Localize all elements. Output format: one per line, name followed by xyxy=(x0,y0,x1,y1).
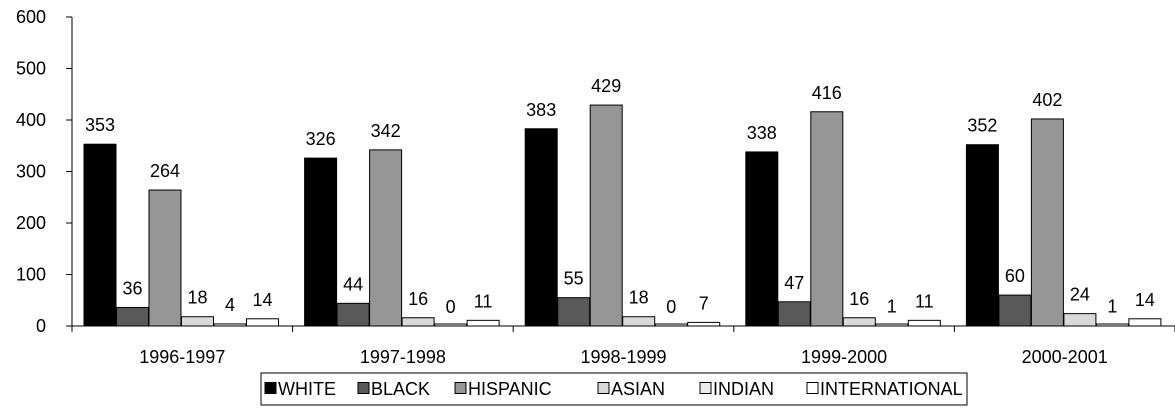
y-tick-label: 100 xyxy=(16,265,46,285)
bar-international-1999-2000 xyxy=(907,319,941,327)
data-label-indian-1999-2000: 1 xyxy=(887,296,897,316)
data-label-black-1999-2000: 47 xyxy=(784,273,804,293)
data-label-international-1999-2000: 11 xyxy=(915,291,934,311)
x-axis: 1996-1997 1997-1998 1998-1999 1999-2000 2000… xyxy=(71,325,1175,367)
bar-hispanic-1996-1997 xyxy=(148,189,182,327)
data-label-asian-2000-2001: 24 xyxy=(1070,285,1090,305)
data-label-black-1996-1997: 36 xyxy=(122,278,142,298)
bar-white-1999-2000 xyxy=(745,151,779,327)
data-label-international-1998-1999: 7 xyxy=(699,293,709,313)
legend-swatch-international xyxy=(806,382,819,394)
bar-black-1999-2000 xyxy=(777,301,811,327)
legend-label-asian: ASIAN xyxy=(611,379,665,399)
data-label-international-1996-1997: 14 xyxy=(252,290,272,310)
bar-hispanic-2000-2001 xyxy=(1030,118,1064,327)
x-category-label: 1999-2000 xyxy=(801,347,887,367)
bar-white-1997-1998 xyxy=(304,157,338,327)
x-category-label: 1996-1997 xyxy=(139,347,225,367)
bar-white-2000-2001 xyxy=(965,144,999,327)
data-label-asian-1998-1999: 18 xyxy=(629,288,649,308)
legend-label-white: WHITE xyxy=(278,379,336,399)
legend-swatch-hispanic xyxy=(454,382,467,394)
bar-hispanic-1998-1999 xyxy=(589,104,623,327)
legend-label-indian: INDIAN xyxy=(713,379,774,399)
bars xyxy=(83,104,1162,327)
bar-black-2000-2001 xyxy=(998,294,1032,327)
data-label-indian-2000-2001: 1 xyxy=(1107,296,1117,316)
x-category-label: 1997-1998 xyxy=(360,347,446,367)
data-label-hispanic-2000-2001: 402 xyxy=(1032,90,1062,110)
data-label-asian-1999-2000: 16 xyxy=(849,289,869,309)
data-label-white-1997-1998: 326 xyxy=(306,129,336,149)
data-label-asian-1997-1998: 16 xyxy=(408,289,428,309)
legend-box xyxy=(260,372,968,406)
y-tick-label: 500 xyxy=(16,59,46,79)
bar-international-1996-1997 xyxy=(246,318,279,327)
y-tick-label: 0 xyxy=(36,316,46,336)
bar-hispanic-1999-2000 xyxy=(810,111,844,327)
bar-black-1998-1999 xyxy=(557,297,591,327)
legend-swatch-black xyxy=(357,382,370,394)
legend-label-international: INTERNATIONAL xyxy=(820,379,963,399)
data-label-black-2000-2001: 60 xyxy=(1005,266,1025,286)
bar-asian-2000-2001 xyxy=(1063,313,1097,327)
x-category-label: 2000-2001 xyxy=(1022,347,1108,367)
data-label-black-1998-1999: 55 xyxy=(564,269,584,289)
data-label-hispanic-1999-2000: 416 xyxy=(812,83,842,103)
bar-international-1997-1998 xyxy=(466,319,500,327)
data-label-international-2000-2001: 14 xyxy=(1135,290,1155,310)
bar-asian-1997-1998 xyxy=(401,317,435,327)
legend-label-black: BLACK xyxy=(371,379,430,399)
data-label-white-1998-1999: 383 xyxy=(526,100,556,120)
data-label-hispanic-1996-1997: 264 xyxy=(150,161,180,181)
bar-international-2000-2001 xyxy=(1128,318,1162,327)
legend-swatch-white xyxy=(264,382,277,394)
x-category-label: 1998-1999 xyxy=(580,347,666,367)
data-label-indian-1997-1998: 0 xyxy=(446,297,456,317)
y-tick-label: 400 xyxy=(16,110,46,130)
bar-international-1998-1999 xyxy=(687,321,721,327)
data-label-indian-1996-1997: 4 xyxy=(225,295,235,315)
legend-label-hispanic: HISPANIC xyxy=(468,379,552,399)
legend-swatch-asian xyxy=(597,382,610,394)
bar-hispanic-1997-1998 xyxy=(369,149,403,327)
data-label-international-1997-1998: 11 xyxy=(474,291,493,311)
bar-white-1996-1997 xyxy=(83,143,117,327)
legend-swatch-indian xyxy=(699,382,712,394)
data-label-white-1996-1997: 353 xyxy=(85,115,115,135)
y-tick-label: 300 xyxy=(16,162,46,182)
y-axis: 0 100 200 300 400 500 600 xyxy=(16,7,73,336)
y-tick-label: 200 xyxy=(16,213,46,233)
bar-white-1998-1999 xyxy=(524,128,558,327)
bar-asian-1998-1999 xyxy=(622,316,656,327)
bar-black-1996-1997 xyxy=(116,306,149,327)
y-tick-label: 600 xyxy=(16,7,46,27)
bar-black-1997-1998 xyxy=(336,302,370,327)
bar-asian-1999-2000 xyxy=(842,317,876,327)
legend: WHITE BLACK HISPANIC ASIAN INDIAN INTERNATION… xyxy=(260,372,968,406)
data-label-white-1999-2000: 338 xyxy=(747,123,777,143)
bar-asian-1996-1997 xyxy=(181,316,214,327)
data-label-indian-1998-1999: 0 xyxy=(666,297,676,317)
data-label-asian-1996-1997: 18 xyxy=(187,288,207,308)
data-label-hispanic-1998-1999: 429 xyxy=(591,76,621,96)
data-label-hispanic-1997-1998: 342 xyxy=(371,121,401,141)
data-label-black-1997-1998: 44 xyxy=(343,274,363,294)
data-label-white-2000-2001: 352 xyxy=(967,116,997,136)
